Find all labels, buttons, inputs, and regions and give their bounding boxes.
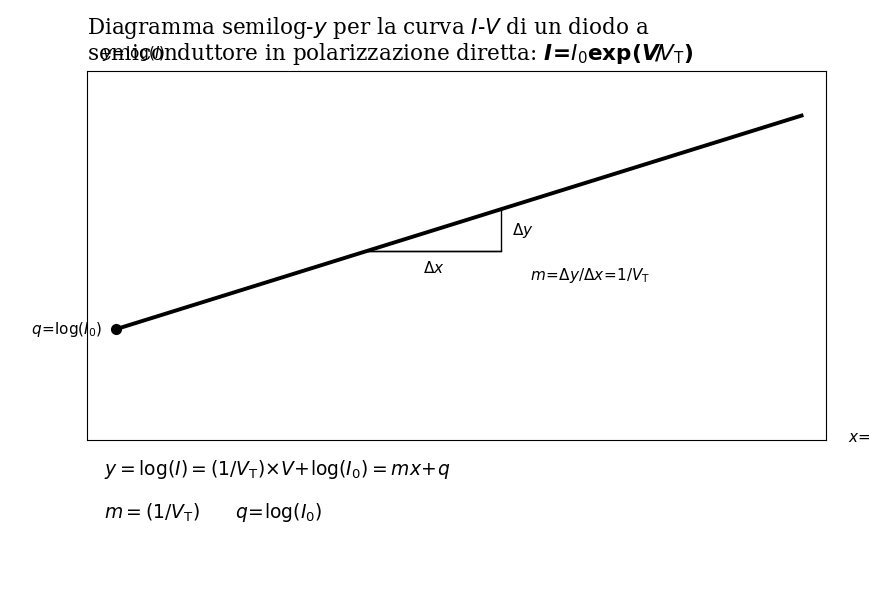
Text: Diagramma semilog-$y$ per la curva $I$-$V$ di un diodo a: Diagramma semilog-$y$ per la curva $I$-$… bbox=[87, 15, 649, 41]
Text: $y\!=\!\log(I)$: $y\!=\!\log(I)$ bbox=[102, 44, 165, 63]
Text: $m\!=\!\Delta y/\Delta x\!=\!1/V_\mathrm{T}$: $m\!=\!\Delta y/\Delta x\!=\!1/V_\mathrm… bbox=[530, 266, 650, 285]
Text: $m = (1/V_\mathrm{T})$      $q\!=\!\log(I_0)$: $m = (1/V_\mathrm{T})$ $q\!=\!\log(I_0)$ bbox=[104, 501, 322, 524]
Text: semiconduttore in polarizzazione diretta: $\boldsymbol{I\!=\!I_0\mathbf{exp}(V\!: semiconduttore in polarizzazione diretta… bbox=[87, 41, 693, 67]
Text: $x\!=\!V$: $x\!=\!V$ bbox=[847, 429, 869, 445]
Text: $q\!=\!\log(I_0)$: $q\!=\!\log(I_0)$ bbox=[30, 320, 102, 338]
Text: $\Delta y$: $\Delta y$ bbox=[512, 221, 534, 240]
Text: $y = \log(I) = (1/V_\mathrm{T}){\times}V\!+\!\log(I_0) = mx\!+\!q$: $y = \log(I) = (1/V_\mathrm{T}){\times}V… bbox=[104, 458, 450, 481]
Text: $\Delta x$: $\Delta x$ bbox=[423, 260, 445, 276]
